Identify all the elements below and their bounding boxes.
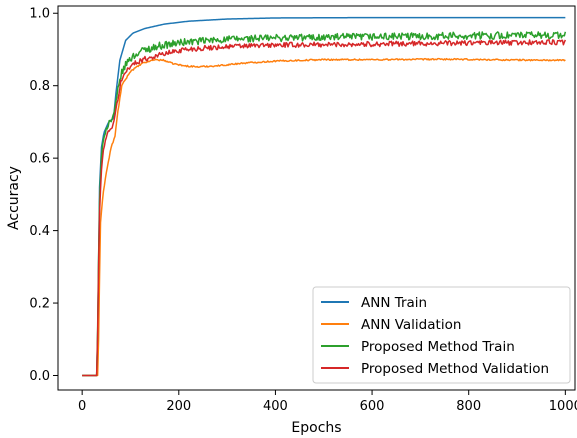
y-tick-label: 0.2 [29, 297, 50, 312]
series-line-1 [82, 57, 566, 377]
y-tick-label: 0.4 [29, 224, 50, 239]
x-axis-title: Epochs [291, 420, 341, 436]
y-axis-title: Accuracy [6, 166, 22, 230]
x-tick-label: 200 [166, 399, 191, 414]
legend-label-2: Proposed Method Train [361, 339, 515, 355]
legend-box [312, 286, 571, 384]
series-layer [82, 16, 567, 377]
x-tick-label: 0 [78, 399, 86, 414]
legend: ANN Train ANN Validation Proposed Method T… [312, 286, 571, 384]
y-tick-label: 0.6 [29, 152, 50, 167]
y-tick-label: 0.8 [29, 79, 50, 94]
plot-area-frame [57, 5, 576, 391]
legend-label-0: ANN Train [361, 295, 427, 311]
series-line-2 [82, 31, 567, 377]
y-tick-label: 1.0 [29, 7, 50, 22]
x-tick-label: 600 [360, 399, 385, 414]
legend-items: ANN Train ANN Validation Proposed Method T… [321, 295, 549, 377]
series-line-0 [82, 16, 566, 377]
legend-label-3: Proposed Method Validation [361, 361, 549, 377]
x-tick-label: 800 [456, 399, 481, 414]
y-tick-label: 0.0 [29, 369, 50, 384]
legend-label-1: ANN Validation [361, 317, 461, 333]
series-line-3 [82, 39, 567, 377]
x-tick-label: 400 [263, 399, 288, 414]
